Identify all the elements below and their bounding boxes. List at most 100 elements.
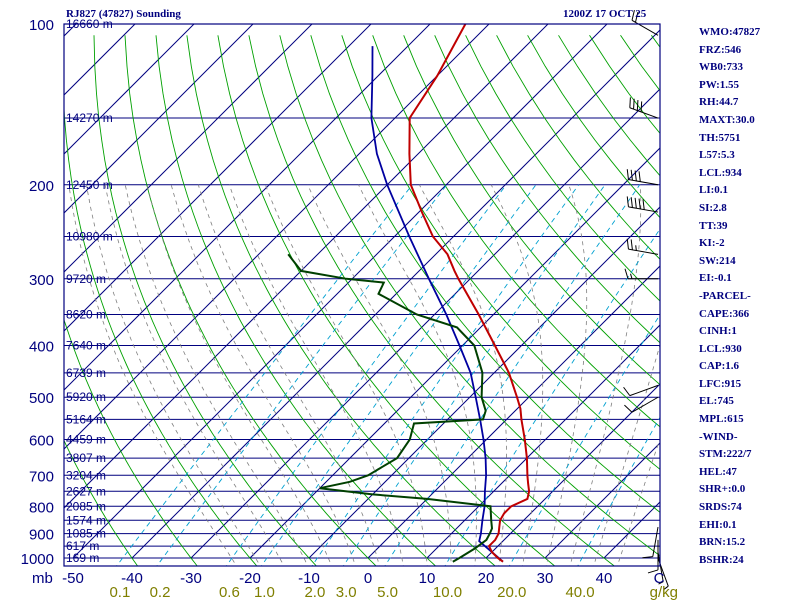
moist-adiabat (197, 184, 380, 566)
moist-adiabat (307, 184, 452, 566)
parcel-trace (370, 46, 504, 563)
index-line: SI:2.8 (699, 201, 727, 214)
height-label: 10980 m (66, 229, 113, 243)
temperature-tick-label: 40 (596, 570, 613, 587)
mixing-ratio-line (116, 184, 413, 566)
dry-adiabat (155, 35, 437, 566)
index-line: PW:1.55 (699, 78, 740, 91)
height-label: 9720 m (66, 272, 106, 286)
index-line: -PARCEL- (699, 289, 751, 302)
dry-adiabat (434, 35, 660, 344)
isotherm (131, 29, 660, 559)
index-line: EL:745 (699, 395, 734, 408)
index-line: CAP:1.6 (699, 360, 740, 373)
celsius-label: C (654, 570, 665, 587)
height-label: 16660 m (66, 17, 113, 31)
mixing-ratio-label: 0.2 (150, 584, 171, 600)
wind-barb (657, 552, 664, 585)
mixing-ratio-line (225, 184, 507, 566)
isotherm (485, 383, 660, 559)
mixing-ratio-line (311, 184, 580, 566)
wind-barb (629, 97, 659, 119)
moist-adiabat (265, 184, 428, 566)
moist-adiabat (593, 343, 660, 566)
height-label: 617 m (66, 539, 99, 553)
moist-adiabat (616, 437, 660, 566)
height-label: 8620 m (66, 308, 106, 322)
wind-barb (626, 238, 659, 255)
temperature-tick-label: -10 (298, 570, 320, 587)
height-label: 12450 m (66, 178, 113, 192)
pressure-label: 600 (29, 433, 54, 450)
isotherm (64, 24, 490, 450)
wind-barb (624, 268, 658, 280)
dry-adiabat (372, 35, 660, 428)
wind-barb (624, 396, 659, 413)
index-line: LCL:930 (699, 342, 742, 355)
wind-barb (623, 384, 659, 397)
dry-adiabat (124, 35, 377, 566)
wind-barb (626, 196, 659, 213)
index-line: STM:222/7 (699, 448, 752, 461)
temperature-tick-label: -30 (180, 570, 202, 587)
index-line: BRN:15.2 (699, 536, 746, 549)
isotherm (249, 147, 660, 559)
index-line: KI:-2 (699, 237, 725, 250)
mixing-ratio-label: 1.0 (254, 584, 275, 600)
dry-adiabat (310, 35, 660, 513)
isotherm (64, 24, 313, 273)
temperature-tick-label: 20 (478, 570, 495, 587)
mixing-ratio-line (508, 313, 660, 566)
mixing-ratio-unit-label: g/kg (650, 584, 678, 600)
temperature-tick-label: 30 (537, 570, 554, 587)
index-line: MPL:615 (699, 413, 744, 426)
height-label: 169 m (66, 551, 99, 565)
temperature-tick-label: -20 (239, 570, 261, 587)
height-label: 4459 m (66, 433, 106, 447)
dry-adiabat (64, 439, 139, 566)
pressure-unit-label: mb (32, 570, 53, 587)
index-line: CINH:1 (699, 325, 737, 338)
height-label: 1085 m (66, 527, 106, 541)
height-label: 5920 m (66, 390, 106, 404)
height-label: 3204 m (66, 468, 106, 482)
isotherm (64, 24, 372, 332)
mixing-ratio-line (156, 184, 448, 566)
moist-adiabat (229, 184, 404, 566)
dry-adiabat (64, 318, 198, 566)
index-line: SW:214 (699, 254, 736, 267)
wind-barb (631, 10, 659, 36)
height-label: 14270 m (66, 111, 113, 125)
temperature-tick-label: -40 (121, 570, 143, 587)
moist-adiabat (86, 184, 261, 566)
index-line: WMO:47827 (699, 26, 761, 38)
moist-adiabat (170, 184, 357, 566)
wind-barb (626, 169, 659, 186)
index-line: LCL:934 (699, 166, 742, 179)
pressure-label: 500 (29, 390, 54, 407)
mixing-ratio-label: 3.0 (336, 584, 357, 600)
height-label: 2627 m (66, 484, 106, 498)
pressure-label: 800 (29, 499, 54, 516)
height-label: 2085 m (66, 499, 106, 513)
moist-adiabat (419, 184, 507, 566)
pressure-label: 700 (29, 468, 54, 485)
moist-adiabat (68, 184, 238, 566)
index-line: FRZ:546 (699, 43, 742, 56)
isotherm (64, 24, 431, 391)
height-label: 3807 m (66, 451, 106, 465)
height-label: 5164 m (66, 412, 106, 426)
dry-adiabat (93, 35, 318, 566)
index-line: WB0:733 (699, 61, 743, 74)
height-label: 1574 m (66, 513, 106, 527)
mixing-ratio-line (342, 184, 606, 566)
mixing-ratio-label: 0.6 (219, 584, 240, 600)
isotherm (64, 24, 254, 214)
moist-adiabat (146, 184, 333, 566)
sounding-time: 1200Z 17 OCT 25 (563, 8, 647, 20)
index-line: LI:0.1 (699, 184, 729, 197)
index-line: -WIND- (699, 430, 738, 443)
moist-adiabat (490, 184, 544, 566)
index-line: MAXT:30.0 (699, 113, 755, 126)
